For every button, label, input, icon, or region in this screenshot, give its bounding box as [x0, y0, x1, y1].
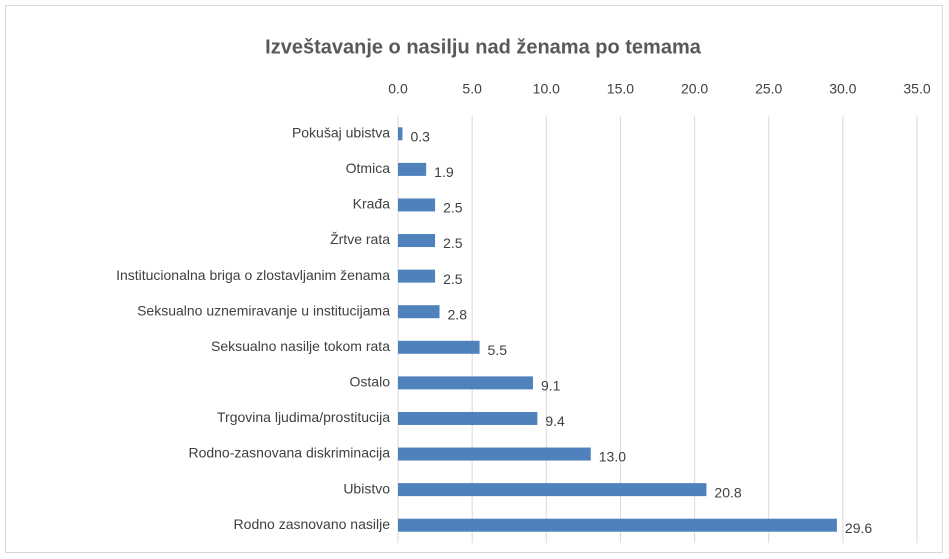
bar: [398, 447, 591, 461]
bar: [398, 518, 837, 532]
y-tick-label: Seksualno nasilje tokom rata: [211, 338, 390, 354]
data-label: 2.5: [443, 271, 463, 287]
x-tick-label: 35.0: [903, 81, 930, 97]
y-tick-label: Otmica: [346, 160, 391, 176]
x-tick-label: 0.0: [388, 81, 408, 97]
y-tick-label: Rodno zasnovano nasilje: [234, 516, 391, 532]
bar: [398, 198, 436, 212]
x-tick-label: 25.0: [755, 81, 782, 97]
data-label: 9.1: [541, 378, 561, 394]
data-label: 1.9: [434, 164, 454, 180]
x-tick-label: 10.0: [533, 81, 560, 97]
y-tick-label: Pokušaj ubistva: [292, 124, 390, 140]
data-label: 2.8: [448, 306, 468, 322]
data-label: 9.4: [545, 413, 565, 429]
data-label: 0.3: [410, 128, 430, 144]
y-tick-label: Ostalo: [350, 374, 391, 390]
bar: [398, 127, 403, 141]
data-label: 13.0: [599, 449, 626, 465]
data-label: 2.5: [443, 200, 463, 216]
x-tick-label: 5.0: [462, 81, 482, 97]
x-tick-label: 30.0: [829, 81, 856, 97]
y-tick-label: Krađa: [353, 196, 391, 212]
data-label: 29.6: [845, 520, 872, 536]
y-tick-label: Institucionalna briga o zlostavljanim že…: [116, 267, 390, 283]
bar: [398, 162, 427, 176]
x-tick-label: 20.0: [681, 81, 708, 97]
x-tick-label: 15.0: [607, 81, 634, 97]
bar: [398, 411, 538, 425]
y-tick-label: Seksualno uznemiravanje u institucijama: [137, 302, 390, 318]
data-label: 2.5: [443, 235, 463, 251]
bar: [398, 305, 440, 319]
y-tick-label: Žrtve rata: [330, 231, 390, 247]
bar: [398, 340, 480, 354]
chart-border: [5, 5, 943, 553]
y-tick-label: Ubistvo: [343, 480, 390, 496]
data-label: 5.5: [488, 342, 508, 358]
data-label: 20.8: [714, 484, 741, 500]
bar: [398, 483, 707, 497]
bar: [398, 269, 436, 283]
bar: [398, 376, 533, 390]
chart-title: Izveštavanje o nasilju nad ženama po tem…: [265, 36, 702, 58]
y-tick-label: Trgovina ljudima/prostitucija: [217, 409, 390, 425]
bar: [398, 234, 436, 248]
y-tick-label: Rodno-zasnovana diskriminacija: [188, 445, 390, 461]
